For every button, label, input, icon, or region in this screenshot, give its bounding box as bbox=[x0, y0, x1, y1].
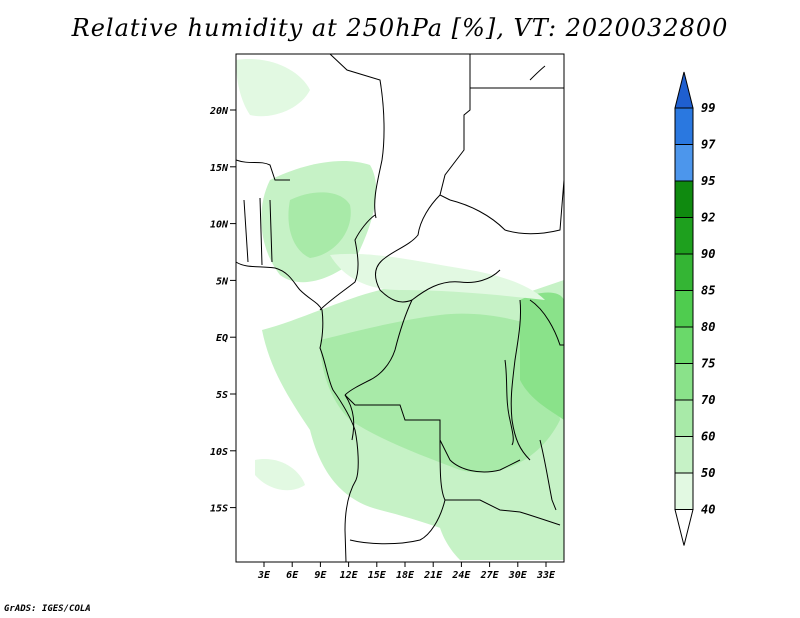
colorbar-label: 60 bbox=[701, 430, 715, 444]
colorbar-bottom-arrow bbox=[674, 509, 694, 546]
border-lake-tanganyika bbox=[504, 359, 514, 446]
colorbar-segment bbox=[674, 144, 694, 182]
colorbar-segment bbox=[674, 436, 694, 474]
border-drc-east bbox=[510, 299, 531, 461]
border-angola-zambia bbox=[439, 439, 521, 513]
lat-tick-label: EQ bbox=[216, 333, 228, 344]
lat-tick-label: 20N bbox=[209, 106, 229, 117]
humidity-area-sahel bbox=[330, 253, 545, 300]
lat-tick-label: 5S bbox=[216, 390, 228, 401]
coastline-west-africa bbox=[235, 261, 359, 563]
political-boundaries bbox=[235, 53, 565, 563]
humidity-field bbox=[236, 59, 564, 560]
lon-tick-label: 6E bbox=[286, 570, 299, 581]
border-chad-sudan bbox=[384, 194, 441, 259]
humidity-area-central-core bbox=[320, 313, 560, 473]
lon-tick-label: 18E bbox=[396, 570, 415, 581]
colorbar-label: 85 bbox=[701, 284, 715, 298]
lat-tick-label: 5N bbox=[216, 276, 229, 287]
humidity-area-south bbox=[436, 472, 564, 560]
grads-credit: GrADS: IGES/COLA bbox=[4, 604, 91, 614]
humidity-area-northwest bbox=[236, 59, 310, 117]
colorbar-segment bbox=[674, 253, 694, 291]
colorbar-label: 99 bbox=[701, 101, 715, 115]
longitude-axis: 3E 6E 9E 12E 15E 18E 21E 24E 27E 30E 33E bbox=[257, 562, 556, 581]
colorbar-segment bbox=[674, 217, 694, 255]
colorbar-segment bbox=[674, 107, 694, 145]
border-ghana-togo bbox=[243, 197, 273, 266]
colorbar-segment bbox=[674, 472, 694, 510]
border-uganda-kenya bbox=[529, 299, 564, 346]
border-south-sudan bbox=[449, 179, 565, 235]
humidity-area-east bbox=[520, 292, 564, 420]
colorbar-top-arrow bbox=[674, 71, 694, 109]
border-chad-north bbox=[329, 53, 385, 219]
lat-tick-label: 10N bbox=[210, 220, 229, 231]
lon-tick-label: 9E bbox=[314, 570, 327, 581]
colorbar-label: 97 bbox=[701, 138, 716, 152]
border-lake-malawi bbox=[539, 439, 557, 511]
map-frame bbox=[235, 53, 565, 563]
border-congo-drc bbox=[344, 299, 413, 396]
border-niger-mali bbox=[235, 159, 290, 181]
lon-tick-label: 33E bbox=[536, 570, 556, 581]
border-egypt-coast bbox=[529, 65, 546, 81]
colorbar-label: 95 bbox=[701, 174, 715, 188]
colorbar-label: 70 bbox=[701, 393, 715, 407]
colorbar-label: 90 bbox=[701, 247, 715, 261]
border-drc-angola bbox=[344, 394, 521, 473]
border-angola-coast bbox=[344, 394, 355, 441]
lon-tick-label: 12E bbox=[340, 570, 359, 581]
map-title: Relative humidity at 250hPa [%], VT: 202… bbox=[71, 14, 729, 42]
lat-tick-label: 10S bbox=[210, 447, 228, 458]
lon-tick-label: 27E bbox=[480, 570, 500, 581]
colorbar-segment bbox=[674, 326, 694, 364]
lon-tick-label: 15E bbox=[368, 570, 387, 581]
border-zambia-south bbox=[349, 499, 446, 545]
border-nigeria-cameroon bbox=[319, 214, 376, 311]
colorbar-label: 80 bbox=[701, 320, 715, 334]
lon-tick-label: 21E bbox=[423, 570, 443, 581]
humidity-area-southwest bbox=[255, 459, 305, 491]
colorbar: 99 97 95 92 90 85 80 75 70 60 50 40 bbox=[674, 71, 716, 546]
lon-tick-label: 24E bbox=[451, 570, 471, 581]
colorbar-segment bbox=[674, 399, 694, 437]
lon-tick-label: 30E bbox=[508, 570, 528, 581]
humidity-area-north-core bbox=[288, 192, 351, 258]
colorbar-segment bbox=[674, 180, 694, 218]
border-libya-egypt bbox=[439, 54, 471, 201]
lon-tick-label: 3E bbox=[257, 570, 271, 581]
colorbar-segment bbox=[674, 363, 694, 401]
border-mozambique bbox=[519, 511, 561, 526]
colorbar-label: 75 bbox=[701, 357, 715, 371]
lat-tick-label: 15S bbox=[210, 504, 228, 515]
colorbar-label: 92 bbox=[701, 211, 715, 225]
latitude-axis: 20N 15N 10N 5N EQ 5S 10S 15S bbox=[209, 106, 236, 515]
colorbar-segment bbox=[674, 290, 694, 328]
colorbar-label: 40 bbox=[701, 503, 715, 517]
colorbar-label: 50 bbox=[701, 466, 715, 480]
lat-tick-label: 15N bbox=[210, 163, 229, 174]
